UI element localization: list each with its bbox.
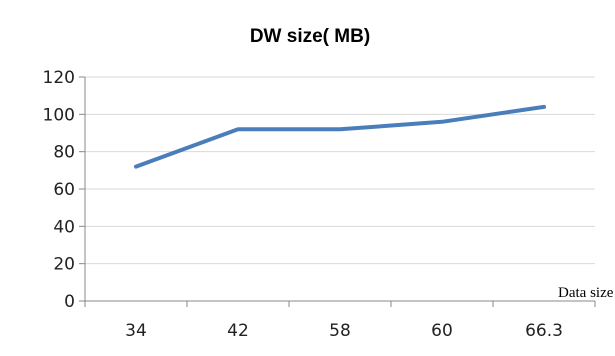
y-tick-label: 100 (43, 105, 75, 125)
axes (79, 76, 596, 307)
x-axis-label: Data size (558, 285, 614, 301)
y-tick-label: 0 (64, 292, 75, 312)
chart-title: DW size( MB) (250, 26, 370, 47)
gridlines (85, 76, 595, 265)
x-tick-labels: 34 42 58 60 66.3 (125, 321, 563, 341)
y-tick-label: 120 (43, 68, 75, 88)
y-tick-label: 20 (53, 255, 75, 275)
y-tick-label: 60 (53, 180, 75, 200)
x-tick-label: 42 (227, 321, 249, 341)
x-tick-label: 60 (431, 321, 453, 341)
x-tick-label: 58 (329, 321, 351, 341)
x-tick-label: 66.3 (525, 321, 563, 341)
x-tick-label: 34 (125, 321, 147, 341)
y-tick-label: 40 (53, 217, 75, 237)
series-line (134, 104, 546, 169)
y-tick-label: 80 (53, 143, 75, 163)
y-tick-labels: 0 20 40 60 80 100 120 (43, 68, 75, 312)
